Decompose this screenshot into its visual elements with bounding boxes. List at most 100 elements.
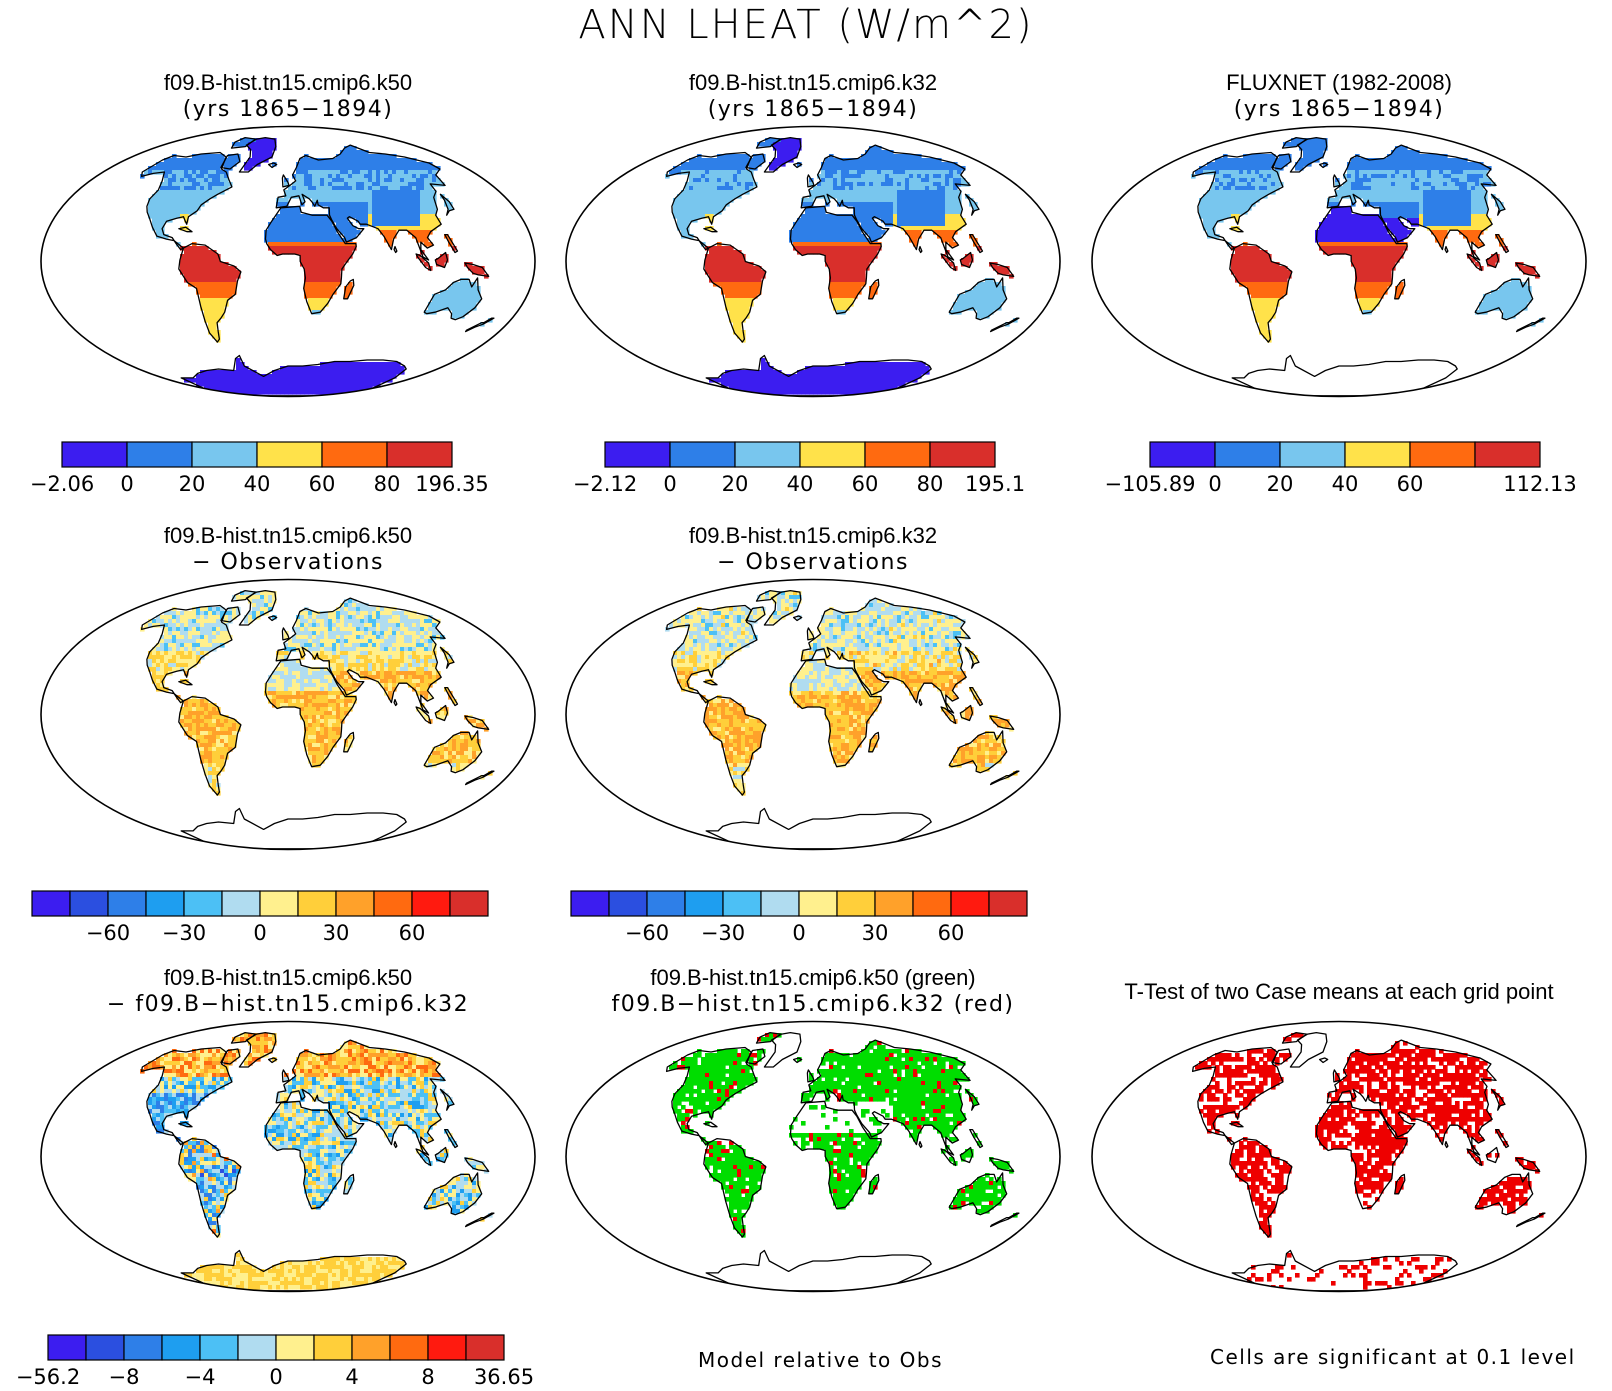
panel-title: f09.B-hist.tn15.cmip6.k32 (553, 523, 1073, 549)
colorbar-swatch (723, 891, 761, 916)
colorbar-swatch (913, 891, 951, 916)
colorbar-tick-label: 0 (1208, 472, 1221, 496)
colorbar-tick-label: 0 (269, 1365, 282, 1389)
colorbar-swatch (466, 1335, 504, 1360)
colorbar-swatch (685, 891, 723, 916)
colorbar-swatch (571, 891, 609, 916)
colorbar-swatch (605, 442, 670, 467)
colorbar-tick-label: 40 (1332, 472, 1359, 496)
globe-background (566, 127, 1060, 397)
colorbar-tick-label: −2.06 (30, 472, 94, 496)
panel-title: f09.B-hist.tn15.cmip6.k50 (28, 70, 548, 96)
colorbar-swatch (1215, 442, 1280, 467)
map-svg (38, 577, 538, 852)
colorbar-tick-label: 60 (309, 472, 336, 496)
colorbar-tick-label: 40 (787, 472, 814, 496)
globe-background (41, 580, 535, 850)
colorbar-swatch (200, 1335, 238, 1360)
figure-title: ANN LHEAT (W/m^2) (0, 2, 1612, 48)
colorbar-swatch (1410, 442, 1475, 467)
colorbar-tick-label: 20 (1267, 472, 1294, 496)
colorbar-tick-label: 80 (917, 472, 944, 496)
panel-title: FLUXNET (1982-2008) (1079, 70, 1599, 96)
colorbar-tick-label: 0 (120, 472, 133, 496)
colorbar-swatch (127, 442, 192, 467)
colorbar-swatch (222, 891, 260, 916)
colorbar-swatch (322, 442, 387, 467)
colorbar-swatch (799, 891, 837, 916)
colorbar-tick-label: −8 (109, 1365, 140, 1389)
colorbar-swatch (238, 1335, 276, 1360)
panel-k32-mean: f09.B-hist.tn15.cmip6.k32 (yrs 1865−1894… (553, 70, 1073, 399)
globe-background (41, 1022, 535, 1292)
colorbar-swatch (260, 891, 298, 916)
map-ttest (1089, 1019, 1589, 1294)
panel-subtitle: − f09.B−hist.tn15.cmip6.k32 (28, 991, 548, 1019)
colorbar-tick-label: 4 (345, 1365, 358, 1389)
panel-title: f09.B-hist.tn15.cmip6.k50 (28, 965, 548, 991)
colorbar-tick-label: 20 (179, 472, 206, 496)
colorbar-swatch (989, 891, 1027, 916)
panel-title: f09.B-hist.tn15.cmip6.k32 (553, 70, 1073, 96)
globe-background (1092, 1022, 1586, 1292)
colorbar-swatch (192, 442, 257, 467)
colorbar-tick-label: 196.35 (415, 472, 488, 496)
globe-background (566, 580, 1060, 850)
panel-subtitle: f09.B−hist.tn15.cmip6.k32 (red) (553, 991, 1073, 1019)
map-k32-mean (563, 124, 1063, 399)
colorbar-swatch (352, 1335, 390, 1360)
colorbar-swatch (428, 1335, 466, 1360)
colorbar-tick-label: −60 (86, 921, 130, 945)
globe-background (41, 127, 535, 397)
colorbar-swatch (62, 442, 127, 467)
colorbar-swatch (390, 1335, 428, 1360)
colorbar-swatch (1475, 442, 1540, 467)
colorbar-tick-label: 80 (374, 472, 401, 496)
colorbar-tick-label: 20 (722, 472, 749, 496)
colorbar-tick-label: −56.2 (16, 1365, 80, 1389)
colorbar-swatch (1280, 442, 1345, 467)
map-model-relative-obs (563, 1019, 1063, 1294)
colorbar-swatch (951, 891, 989, 916)
colorbar-swatch (647, 891, 685, 916)
colorbar-swatch (32, 891, 70, 916)
panel-title: T-Test of two Case means at each grid po… (1079, 979, 1599, 1005)
colorbar-swatch (276, 1335, 314, 1360)
panel-model-relative-obs: f09.B-hist.tn15.cmip6.k50 (green) f09.B−… (553, 965, 1073, 1294)
colorbar-tick-label: 195.1 (965, 472, 1025, 496)
colorbar-swatch (1345, 442, 1410, 467)
panel-ttest: T-Test of two Case means at each grid po… (1079, 965, 1599, 1294)
colorbar-tick-label: −105.89 (1104, 472, 1195, 496)
colorbar-swatch (48, 1335, 86, 1360)
map-k50-minus-k32 (38, 1019, 538, 1294)
colorbar-tick-label: −30 (162, 921, 206, 945)
panel-k50-minus-obs: f09.B-hist.tn15.cmip6.k50 − Observations (28, 523, 548, 852)
panel-fluxnet: FLUXNET (1982-2008) (yrs 1865−1894) (1079, 70, 1599, 399)
colorbar-tick-label: 60 (852, 472, 879, 496)
colorbar-swatch (865, 442, 930, 467)
panel-title: f09.B-hist.tn15.cmip6.k50 (green) (553, 965, 1073, 991)
map-svg (563, 577, 1063, 852)
colorbar-tick-label: 8 (421, 1365, 434, 1389)
colorbar-swatch (1150, 442, 1215, 467)
colorbar-tick-label: 60 (1397, 472, 1424, 496)
map-svg (563, 124, 1063, 399)
colorbar-tick-label: 36.65 (474, 1365, 534, 1389)
colorbar-tick-label: −60 (625, 921, 669, 945)
colorbar-swatch (86, 1335, 124, 1360)
colorbar-tick-label: 60 (399, 921, 426, 945)
colorbar-tick-label: 0 (792, 921, 805, 945)
colorbar-swatch (146, 891, 184, 916)
colorbar-tick-label: 30 (323, 921, 350, 945)
colorbar-swatch (374, 891, 412, 916)
panel-subtitle: (yrs 1865−1894) (1079, 96, 1599, 124)
